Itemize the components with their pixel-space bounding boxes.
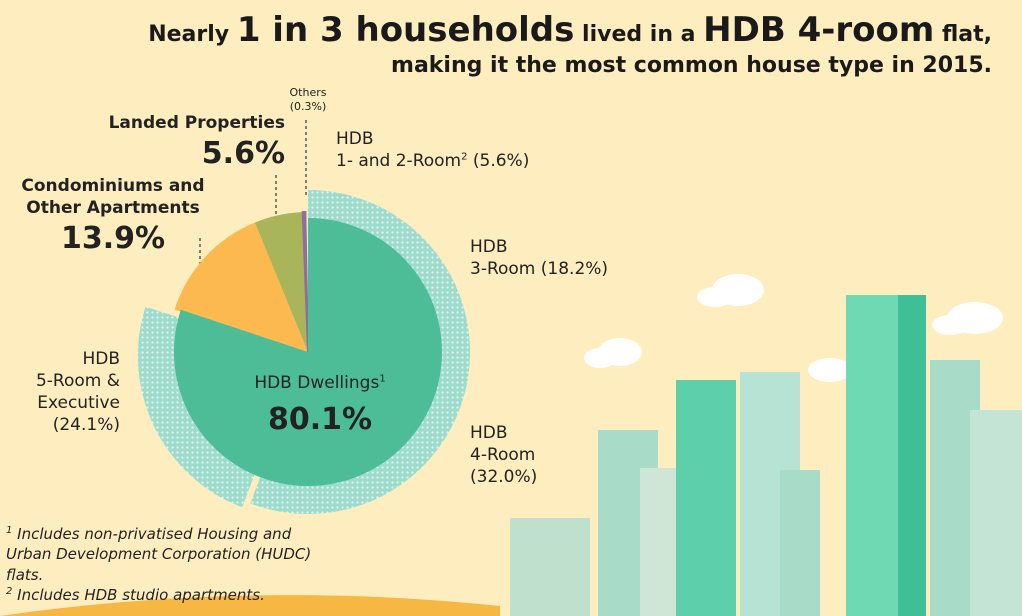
value-label: 5.6% (201, 136, 285, 172)
note-ref: 1 (379, 373, 386, 385)
footnote-marker: 1 (6, 525, 13, 536)
pie-slice (254, 212, 308, 352)
slice-label: HDB 1- and 2-Room2 (5.6%) (336, 128, 529, 172)
leader-lines (199, 120, 307, 285)
slice-label: HDB 4-Room (32.0%) (470, 422, 537, 488)
value-label: (5.6%) (472, 151, 530, 172)
slice-label: Condominiums and Other Apartments 13.9% (18, 175, 208, 258)
footnote: 1 Includes non-privatised Housing and Ur… (6, 524, 336, 585)
value-label: (18.2%) (540, 259, 609, 280)
group-slice (173, 218, 442, 486)
group-label: HDB Dwellings1 80.1% (230, 372, 410, 439)
slice-label: Landed Properties 5.6% (109, 112, 285, 173)
footnote: 2 Includes HDB studio apartments. (6, 585, 336, 605)
pie-slice (301, 211, 309, 353)
category-label: HDB 3-Room (470, 237, 536, 280)
category-label: Landed Properties (108, 113, 285, 133)
value-label: (24.1%) (52, 415, 120, 436)
title-part: HDB 4-room (703, 10, 935, 50)
category-label: HDB 4-Room (470, 423, 536, 466)
subtitle: making it the most common house type in … (391, 53, 992, 79)
category-label: Others (289, 86, 327, 99)
note-ref: 2 (461, 151, 468, 163)
footnote-text: Includes HDB studio apartments. (17, 585, 265, 604)
slice-label: Others (0.3%) (288, 86, 328, 114)
slice-label: HDB 5-Room & Executive (24.1%) (36, 348, 120, 436)
value-label: (0.3%) (289, 99, 327, 113)
slice-label: HDB 3-Room (18.2%) (470, 236, 608, 280)
value-label: 13.9% (60, 221, 166, 257)
title-part: flat, (941, 22, 992, 47)
footnote-text: Includes non-privatised Housing and Urba… (6, 525, 312, 584)
category-label: HDB 1- and 2-Room (336, 129, 462, 172)
value-label: (32.0%) (470, 467, 538, 488)
title: Nearly 1 in 3 households lived in a HDB … (148, 8, 992, 81)
category-label: HDB 5-Room & Executive (35, 349, 120, 414)
category-label: Condominiums and Other Apartments (21, 176, 205, 219)
title-part: 1 in 3 households (236, 10, 575, 50)
group-value: 80.1% (267, 402, 373, 438)
title-part: Nearly (148, 22, 230, 47)
city-decoration (0, 274, 1022, 616)
title-part: lived in a (582, 22, 696, 47)
footnotes: 1 Includes non-privatised Housing and Ur… (6, 524, 336, 605)
footnote-marker: 2 (6, 585, 13, 597)
group-name: HDB Dwellings (254, 373, 380, 393)
